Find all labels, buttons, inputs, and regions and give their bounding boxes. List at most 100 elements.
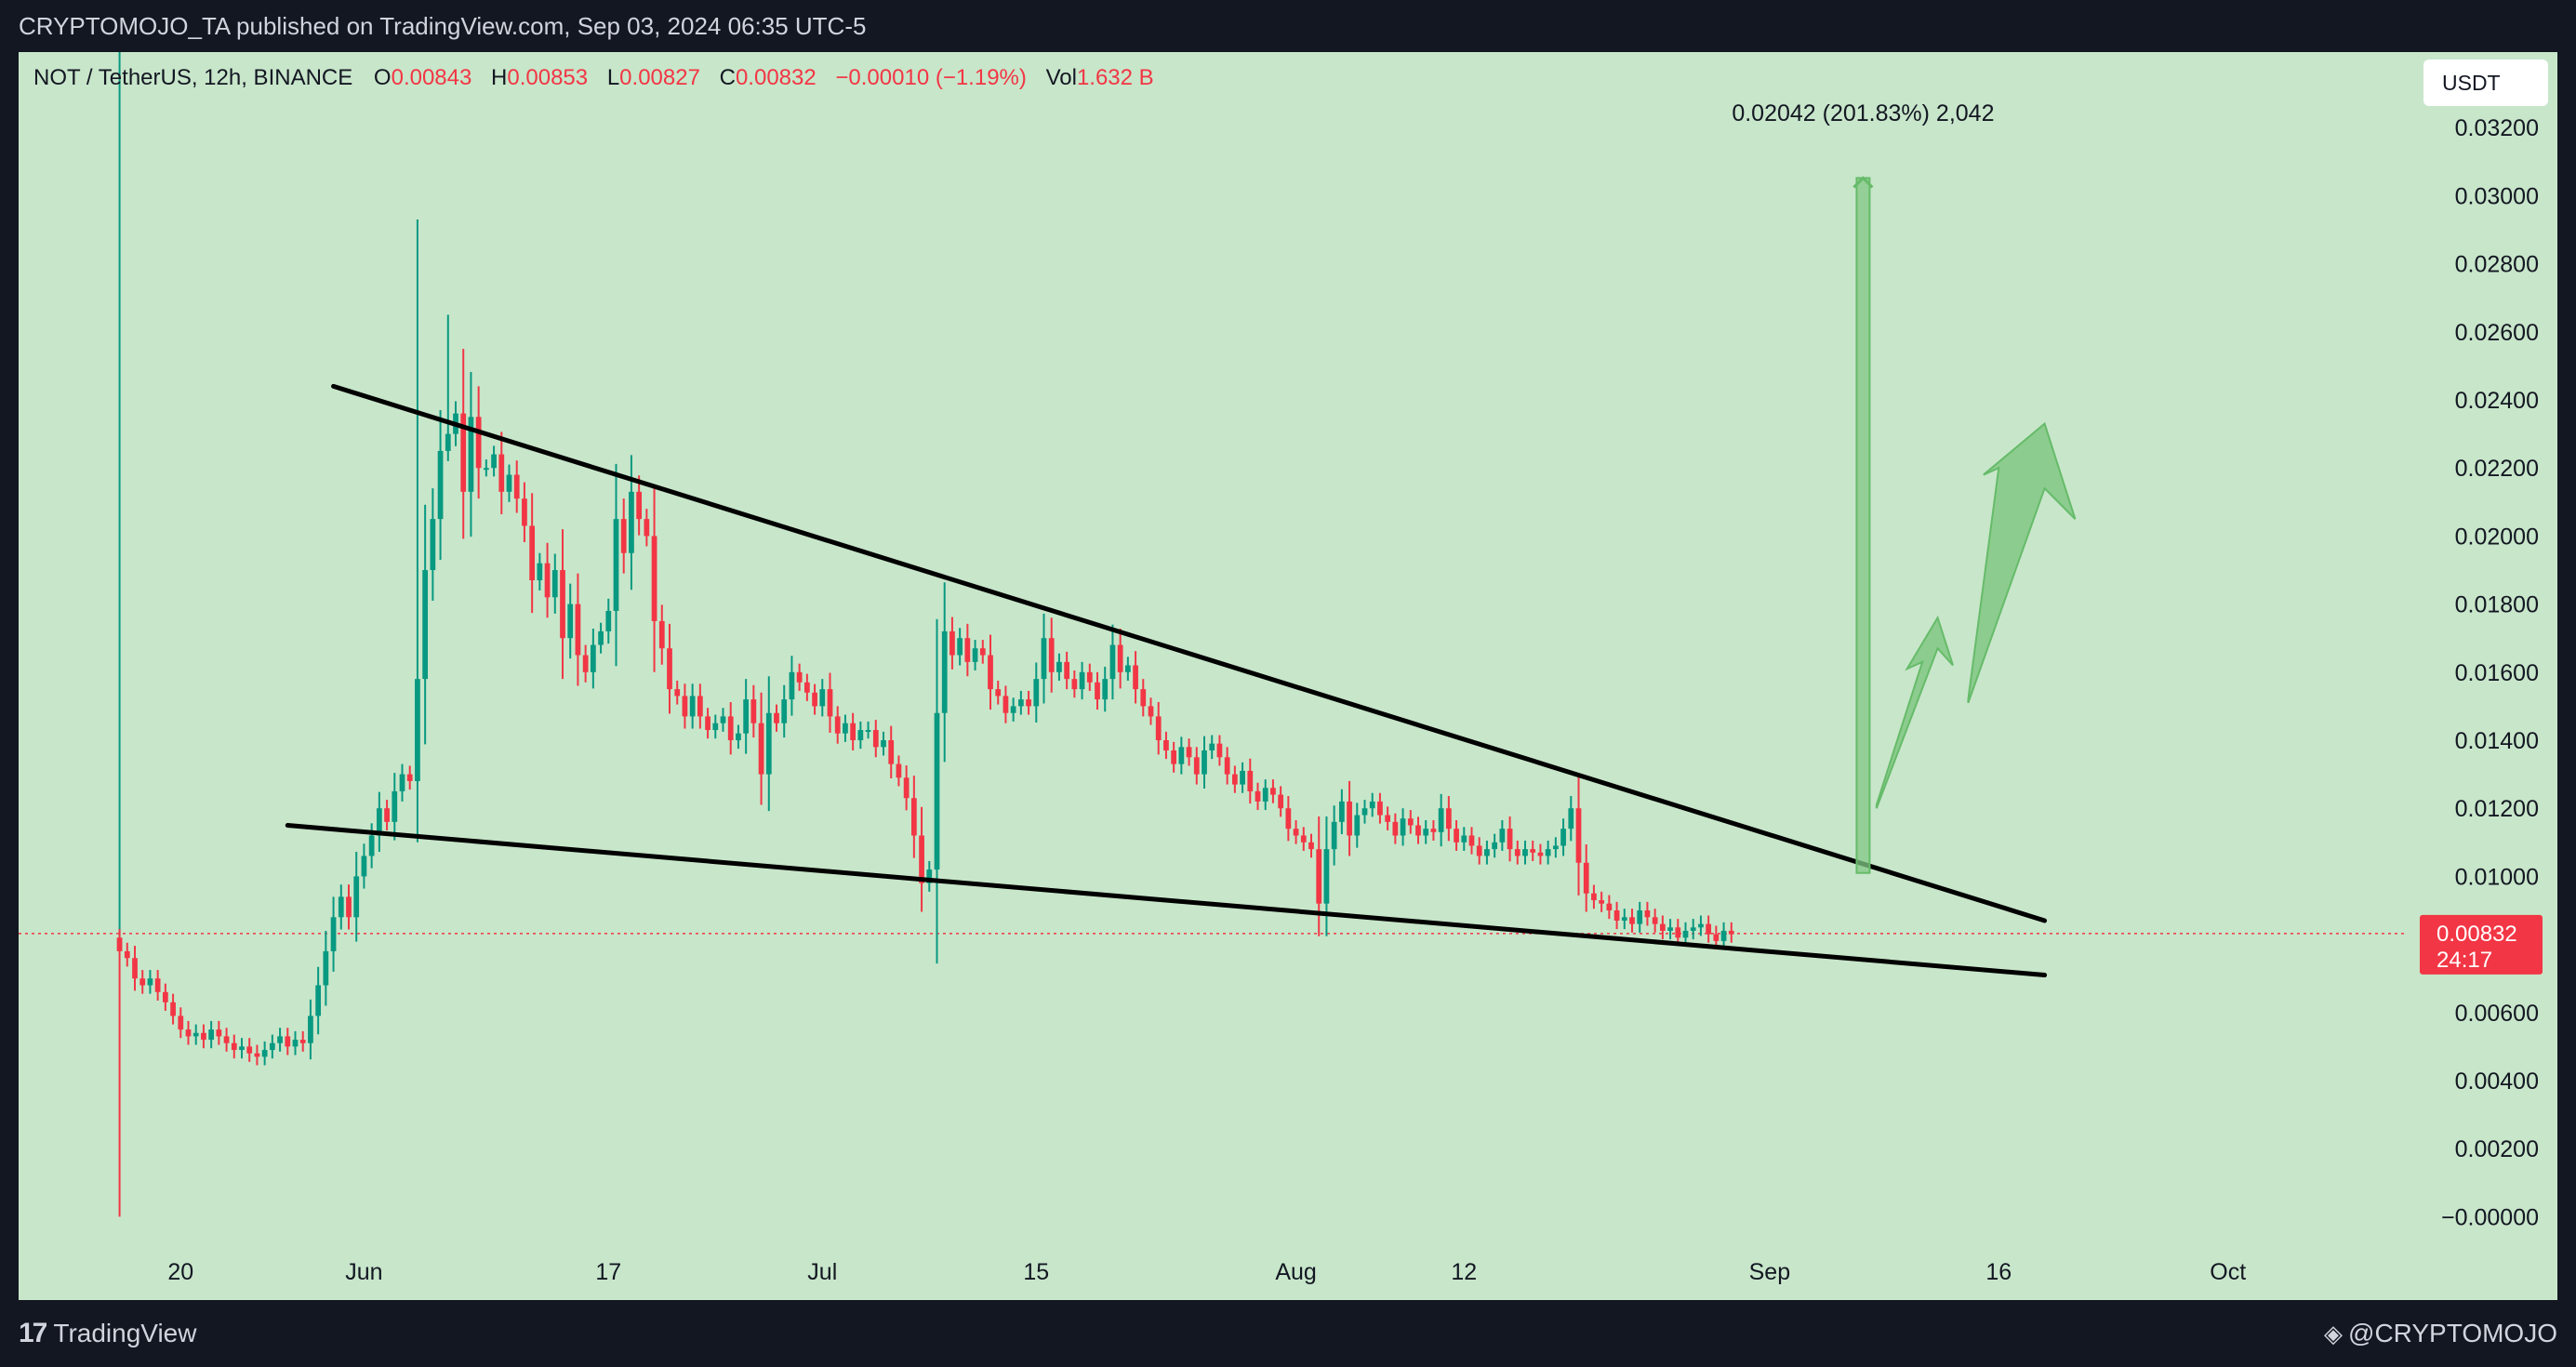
high-label: H [491,65,508,90]
small-up-arrow-icon[interactable] [1875,615,1954,809]
candle [689,684,696,729]
candle-body [285,1036,291,1047]
tradingview-logo[interactable]: 17 TradingView [19,1315,196,1352]
x-axis[interactable]: 20 Jun 17 Jul 15 Aug 12 Sep 16 Oct [167,1259,2246,1285]
price-tag-box [2420,914,2543,975]
candle [903,765,910,811]
candle [353,852,360,942]
candle [1369,792,1375,817]
candle-body [979,648,986,656]
currency-button[interactable]: USDT [2423,60,2548,106]
candle [139,970,146,994]
candle [468,372,474,538]
candle-body [1492,842,1498,850]
symbol-title[interactable]: NOT / TetherUS, 12h, BINANCE [33,65,353,90]
candle-body [1454,829,1459,843]
y-tick-label: 0.03000 [2455,183,2539,209]
candle-body [1133,665,1138,690]
candle [865,721,871,739]
candle-body [1637,909,1643,924]
candle [315,966,322,1035]
candle [605,598,612,644]
candle [1591,884,1597,909]
candle-body [919,835,924,883]
candle [567,583,574,659]
candle-body [1300,835,1307,843]
low-label: L [606,65,620,90]
candle [590,628,596,689]
brand-name: TradingView [53,1319,197,1347]
candle [979,640,986,664]
candle [1048,617,1055,693]
publish-header: CRYPTOMOJO_TA published on TradingView.c… [0,0,2576,52]
candle [1445,796,1452,842]
candle [881,731,886,756]
candle [1010,697,1016,722]
price-range-measure[interactable]: 0.02042 (201.83%) 2,042 [1732,100,1995,874]
candle-body [1224,757,1230,775]
candle-body [483,468,489,471]
candle [1109,624,1116,700]
candle [1086,663,1093,691]
candle [299,1030,306,1052]
current-price-tag: 0.00832 24:17 [2420,914,2543,975]
candle-body [178,1015,184,1030]
candle-body [796,671,803,683]
y-tick-label: 0.00200 [2455,1136,2539,1162]
candle [919,806,924,912]
candle-body [376,808,382,836]
candle-body [1285,808,1292,829]
candle [1392,813,1399,844]
candle-body [1445,808,1452,829]
candle [1621,909,1627,930]
close-label: C [719,65,736,90]
candle [720,708,726,732]
candle [934,618,940,964]
author-handle[interactable]: ◈ @CRYPTOMOJO [2324,1315,2557,1352]
y-tick-label: 0.02200 [2455,456,2539,482]
footer-bar: 17 TradingView ◈ @CRYPTOMOJO [0,1300,2576,1367]
candle-body [1347,801,1352,836]
candle-body [231,1042,237,1051]
candle-body [193,1032,199,1037]
candle-body [910,798,917,836]
candle-body [323,950,329,986]
candle-body [254,1053,260,1057]
candle-body [1209,743,1215,750]
candle [736,724,741,750]
upper-trendline[interactable] [331,383,2048,923]
candle-body [475,417,482,469]
candle-body [315,985,322,1016]
candle-body [636,491,643,520]
candle-body [705,716,710,731]
candle [1415,816,1421,844]
candle [1338,789,1345,835]
candle [1720,922,1727,950]
candle-body [896,763,902,778]
candle [1003,685,1009,723]
candle [430,488,436,601]
large-up-arrow-icon[interactable] [1967,421,2077,704]
y-tick-label: 0.01000 [2455,864,2539,890]
chart-canvas[interactable]: 0.03200 0.03000 0.02800 0.02600 0.02400 0.022… [19,52,2557,1300]
candle [513,460,520,513]
chart-pane[interactable]: 0.03200 0.03000 0.02800 0.02600 0.02400 0.022… [19,52,2557,1300]
candle [116,929,123,1217]
candle-body [1682,930,1689,938]
candle [1209,735,1215,760]
volume-value: 1.632 B [1076,65,1154,90]
candle-body [667,648,672,690]
candle-body [1599,900,1605,904]
candle [1613,901,1620,930]
candle-body [934,712,940,870]
candle [972,640,978,670]
candle [1461,827,1467,851]
candle [834,706,841,744]
candle [697,684,703,729]
y-axis[interactable]: 0.03200 0.03000 0.02800 0.02600 0.02400 0.022… [2441,115,2539,1230]
lower-trendline[interactable] [285,823,2048,978]
candle-body [995,689,1002,697]
candle [1545,840,1551,865]
tradingview-logo-icon: 17 [19,1318,47,1348]
candle-body [1706,923,1712,935]
